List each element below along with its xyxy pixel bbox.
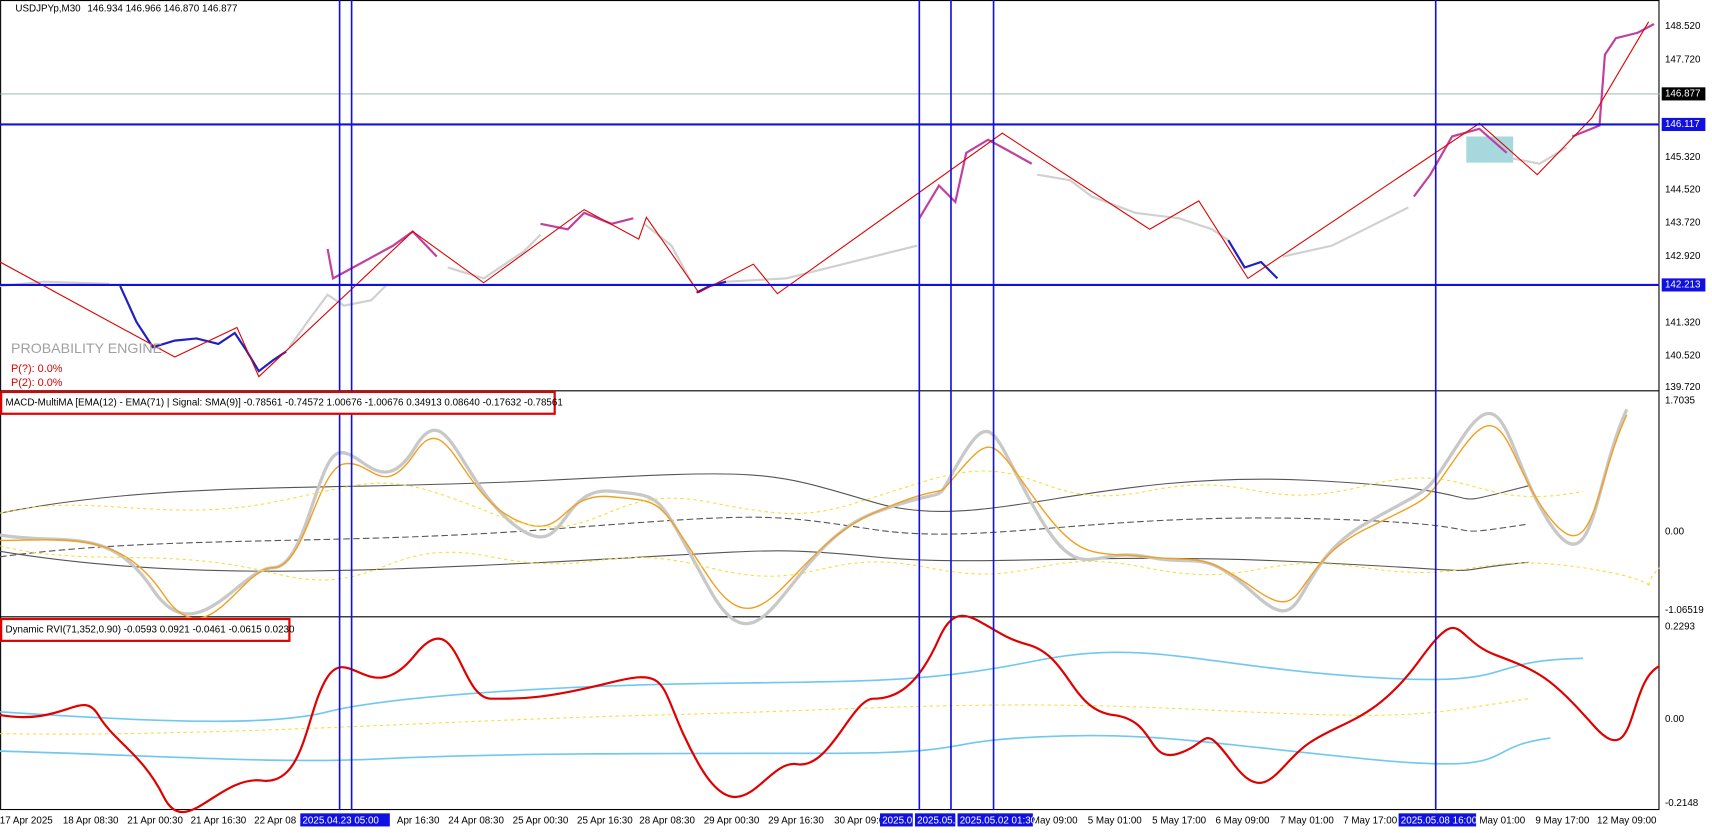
time-label: 25 Apr 16:30 [577,816,633,827]
time-tag-label: 2025.05.02 01:30 [960,816,1037,827]
price-tag [1661,87,1706,101]
price-tag [1661,278,1706,292]
time-label: 7 May 17:00 [1343,816,1398,827]
time-label: May 09:00 [1032,816,1078,827]
rvi-axis-label: 0.00 [1665,714,1685,725]
time-label: 7 May 01:00 [1280,816,1335,827]
macd-axis-label: 1.7035 [1665,395,1696,406]
time-label: 30 Apr 09:0 [834,816,885,827]
price-label: 141.320 [1665,318,1701,329]
time-label: May 01:00 [1479,816,1525,827]
rvi-axis-label: 0.2293 [1665,621,1696,632]
time-tag-label: 2025.05.0 [917,816,961,827]
time-label: 21 Apr 16:30 [191,816,247,827]
price-label: 146.117 [1665,119,1700,130]
time-label: 5 May 01:00 [1088,816,1143,827]
macd-axis-label: 0.00 [1665,526,1685,537]
time-label: 17 Apr 2025 [0,816,53,827]
engine-title: PROBABILITY ENGINE [11,341,162,357]
time-tag [880,813,913,827]
time-tag-label: 2025.04.23 05:00 [302,816,379,827]
time-tag [300,813,390,827]
rvi-lines [0,614,1661,814]
time-label: 22 Apr 08 [254,816,297,827]
price-bars [0,21,1655,378]
time-label: 28 Apr 08:30 [639,816,695,827]
time-tag [957,813,1033,827]
time-label: 9 May 17:00 [1535,816,1590,827]
price-tag [1661,117,1706,132]
time-label: 12 May 09:00 [1597,816,1657,827]
time-label: 29 Apr 16:30 [768,816,824,827]
label-box [0,390,556,415]
engine-line: P(2): 0.0% [11,377,63,389]
time-label: 5 May 17:00 [1152,816,1207,827]
label-box [0,617,291,642]
time-label: 25 Apr 00:30 [513,816,569,827]
macd-label: MACD-MultiMA [EMA(12) - EMA(71) | Signal… [6,397,563,408]
price-label: 142.920 [1665,251,1701,262]
time-tag-label: 2025.0 [882,816,913,827]
rvi-axis-label: -0.2148 [1665,798,1699,809]
macd-lines [0,408,1660,626]
time-label: 18 Apr 08:30 [63,816,119,827]
price-label: 145.320 [1665,152,1701,163]
time-tag [1398,813,1477,827]
axes: 148.520 147.720 146.877 146.117 145.320 144.5… [0,21,1706,827]
engine-line: P(?): 0.0% [11,363,63,375]
time-tag [914,813,956,827]
price-label: 139.720 [1665,382,1701,393]
price-label: 143.720 [1665,217,1701,228]
time-markers [338,0,1437,811]
time-label: 21 Apr 00:30 [127,816,183,827]
price-label: 142.213 [1665,280,1701,291]
quote: 146.934 146.966 146.870 146.877 [87,3,237,14]
price-label: 140.520 [1665,351,1701,362]
price-label: 146.877 [1665,88,1700,99]
price-label: 144.520 [1665,185,1701,196]
time-tag-label: 2025.05.08 16:00 [1401,816,1478,827]
rvi-label: Dynamic RVI(71,352,0.90) -0.0593 0.0921 … [6,625,295,636]
time-label: 24 Apr 08:30 [448,816,504,827]
price-label: 148.520 [1665,21,1701,32]
time-label: 6 May 09:00 [1215,816,1270,827]
symbol: USDJPYp,M30 [15,3,81,14]
time-label: 29 Apr 00:30 [704,816,760,827]
macd-axis-label: -1.06519 [1665,605,1704,616]
zone-box [1466,136,1514,163]
price-label: 147.720 [1665,55,1701,66]
time-label: Apr 16:30 [397,816,440,827]
